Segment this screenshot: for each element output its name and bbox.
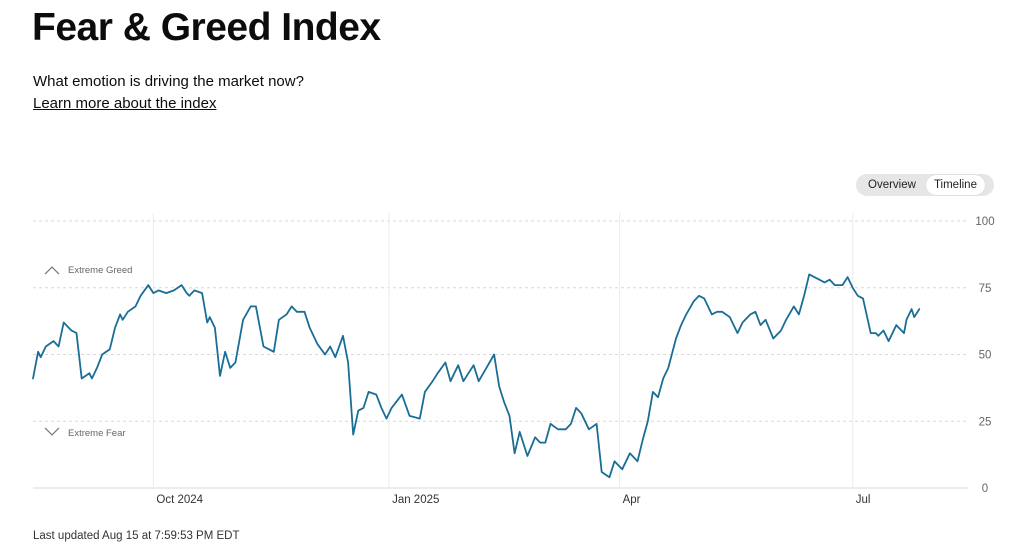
chevron-up-icon: [44, 266, 60, 275]
x-tick-label: Jan 2025: [392, 494, 439, 506]
chevron-down-icon: [44, 427, 60, 436]
y-tick-label: 75: [979, 283, 992, 295]
page-title: Fear & Greed Index: [32, 6, 381, 49]
index-series-line: [32, 273, 921, 479]
y-tick-label: 25: [979, 416, 992, 428]
annotation-label: Extreme Fear: [68, 428, 126, 439]
x-tick-label: Oct 2024: [156, 494, 203, 506]
last-updated: Last updated Aug 15 at 7:59:53 PM EDT: [33, 530, 240, 542]
page-subtitle: What emotion is driving the market now?: [33, 73, 304, 90]
annotation-label: Extreme Greed: [68, 265, 132, 276]
y-tick-label: 100: [975, 216, 994, 228]
x-tick-label: Jul: [856, 494, 871, 506]
view-toggle: Overview Timeline: [856, 174, 994, 196]
chevron-up-shape: [44, 266, 60, 275]
timeline-tab[interactable]: Timeline: [925, 175, 985, 195]
y-tick-label: 0: [982, 483, 988, 495]
y-tick-label: 50: [979, 350, 992, 362]
chevron-down-shape: [44, 427, 60, 436]
x-tick-label: Apr: [623, 494, 641, 506]
overview-tab[interactable]: Overview: [868, 179, 916, 191]
learn-more-link[interactable]: Learn more about the index: [33, 95, 217, 112]
